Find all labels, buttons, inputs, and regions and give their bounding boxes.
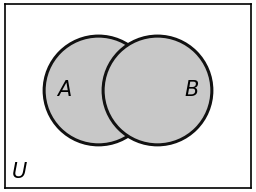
Ellipse shape bbox=[44, 36, 153, 145]
Text: $B$: $B$ bbox=[184, 80, 199, 100]
Ellipse shape bbox=[103, 36, 212, 145]
Text: $A$: $A$ bbox=[56, 80, 72, 100]
Text: $U$: $U$ bbox=[12, 162, 28, 182]
